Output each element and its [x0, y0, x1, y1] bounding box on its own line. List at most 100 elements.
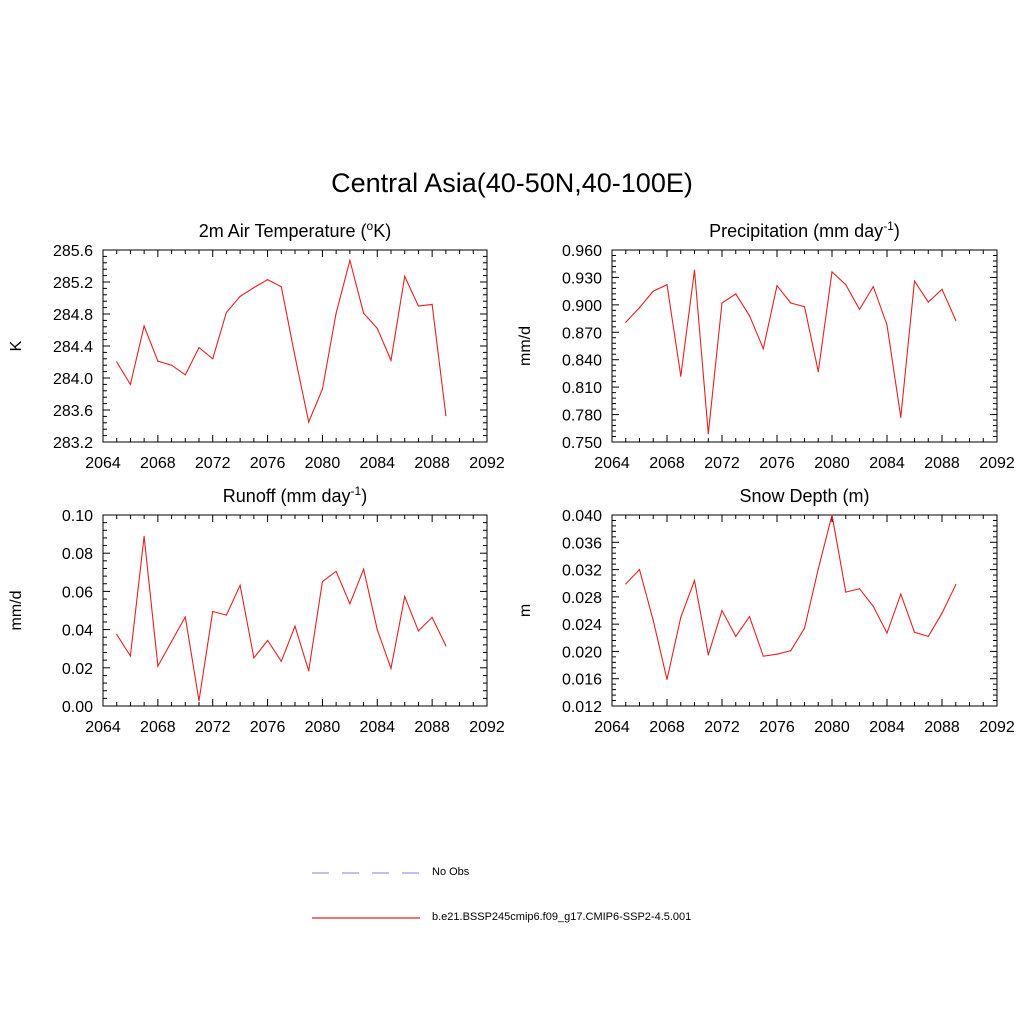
x-tick-label: 2088: [414, 719, 450, 736]
x-tick-label: 2088: [414, 455, 450, 472]
y-tick-label: 0.06: [62, 584, 93, 601]
data-point: [652, 290, 654, 292]
y-tick-label: 284.0: [53, 371, 93, 388]
data-point: [143, 535, 145, 537]
data-point: [417, 305, 420, 307]
data-point: [129, 655, 132, 657]
data-point: [790, 302, 792, 304]
x-tick-label: 2068: [140, 455, 176, 472]
series-line: [625, 514, 957, 680]
data-point: [294, 625, 296, 627]
x-tick-label: 2076: [250, 455, 286, 472]
panel-2: 2064 2068 2072 2076 2080 2084 2088 2092 0.750 0.7…: [517, 219, 1015, 472]
data-point: [790, 650, 792, 652]
plot-frame: [102, 249, 488, 443]
panel-4: 2064 2068 2072 2076 2080 2084 2088 2092 0.012 0.0…: [517, 486, 1015, 736]
plot-frame: [611, 249, 998, 443]
data-point: [707, 433, 709, 435]
data-point: [376, 629, 378, 631]
y-tick-label: 0.810: [562, 380, 602, 397]
x-tick-label: 2068: [140, 719, 176, 736]
data-point: [886, 632, 888, 634]
data-point: [294, 355, 296, 357]
data-point: [913, 631, 916, 633]
data-point: [721, 609, 723, 612]
y-tick-label: 0.960: [562, 243, 602, 260]
x-tick-label: 2080: [814, 455, 850, 472]
x-tick-label: 2092: [469, 719, 505, 736]
y-tick-label: 0.870: [562, 325, 602, 342]
y-tick-label: 0.012: [562, 699, 602, 716]
panel-title-sup: -1: [351, 484, 362, 498]
data-point: [212, 358, 214, 360]
panel-title-end: ): [894, 221, 900, 241]
data-point: [116, 633, 118, 635]
panel-title-sup: -1: [883, 219, 894, 233]
data-point: [445, 415, 447, 417]
y-tick-label: 0.028: [562, 590, 602, 607]
data-point: [198, 700, 200, 702]
data-point: [362, 312, 365, 314]
data-point: [445, 645, 447, 647]
data-point: [308, 421, 310, 423]
data-point: [817, 371, 819, 373]
x-tick-label: 2076: [759, 719, 795, 736]
data-point: [776, 653, 778, 655]
data-point: [900, 416, 902, 418]
x-tick-label: 2084: [869, 719, 905, 736]
data-point: [666, 284, 668, 286]
panel-title-main: Snow Depth (m): [739, 486, 869, 506]
data-point: [225, 311, 228, 313]
x-tick-label: 2080: [305, 455, 341, 472]
data-point: [913, 280, 916, 282]
data-point: [872, 605, 874, 608]
y-axis-label: m: [517, 604, 534, 617]
data-point: [845, 284, 847, 286]
x-tick-label: 2076: [759, 455, 795, 472]
panel-1: 2064 2068 2072 2076 2080 2084 2088 2092 283.2 283…: [8, 219, 505, 472]
data-point: [680, 375, 682, 377]
data-point: [707, 654, 709, 656]
x-tick-label: 2084: [359, 719, 395, 736]
data-point: [253, 657, 255, 659]
data-point: [335, 312, 337, 314]
x-tick-label: 2092: [979, 455, 1015, 472]
panel-title-main: Runoff (mm day: [223, 486, 351, 506]
data-point: [253, 287, 255, 289]
x-tick-label: 2088: [924, 719, 960, 736]
plot-frame: [102, 514, 488, 707]
data-point: [417, 630, 420, 632]
data-point: [170, 364, 173, 366]
panel-title-sup: o: [367, 219, 374, 233]
figure-title: Central Asia(40-50N,40-100E): [331, 168, 693, 198]
data-point: [735, 293, 737, 295]
x-tick-label: 2072: [704, 719, 740, 736]
data-point: [376, 327, 378, 329]
data-point: [431, 303, 433, 305]
data-point: [390, 359, 392, 361]
panel-title-end: K): [373, 221, 391, 241]
data-point: [803, 627, 806, 629]
panel-title: 2m Air Temperature (oK): [199, 219, 391, 241]
y-tick-label: 0.040: [562, 508, 602, 525]
legend-label-no-obs: No Obs: [432, 866, 470, 878]
data-point: [817, 568, 819, 570]
x-tick-label: 2076: [250, 719, 286, 736]
data-point: [748, 315, 751, 317]
x-tick-label: 2080: [814, 719, 850, 736]
data-point: [831, 271, 833, 273]
data-point: [831, 514, 833, 516]
y-tick-label: 0.016: [562, 672, 602, 689]
data-point: [900, 593, 902, 595]
y-tick-label: 0.04: [62, 623, 93, 640]
x-tick-label: 2064: [594, 455, 630, 472]
panel-title: Snow Depth (m): [739, 486, 869, 506]
data-point: [349, 603, 351, 605]
data-point: [390, 667, 392, 669]
x-tick-label: 2092: [979, 719, 1015, 736]
y-tick-label: 284.8: [53, 307, 93, 324]
data-point: [625, 583, 627, 585]
data-point: [872, 285, 874, 288]
series-line: [116, 536, 447, 701]
y-axis-label: mm/d: [8, 591, 25, 631]
